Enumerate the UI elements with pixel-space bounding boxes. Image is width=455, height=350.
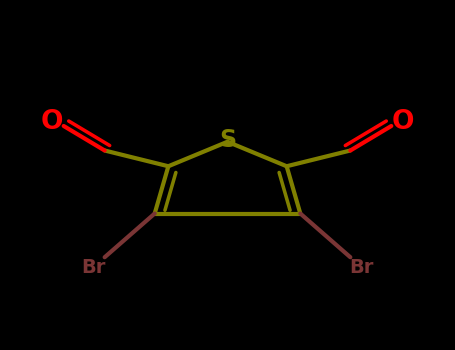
Text: O: O — [391, 109, 414, 135]
Text: S: S — [219, 128, 236, 152]
Text: Br: Br — [349, 258, 374, 277]
Text: O: O — [41, 109, 64, 135]
Text: Br: Br — [81, 258, 106, 277]
